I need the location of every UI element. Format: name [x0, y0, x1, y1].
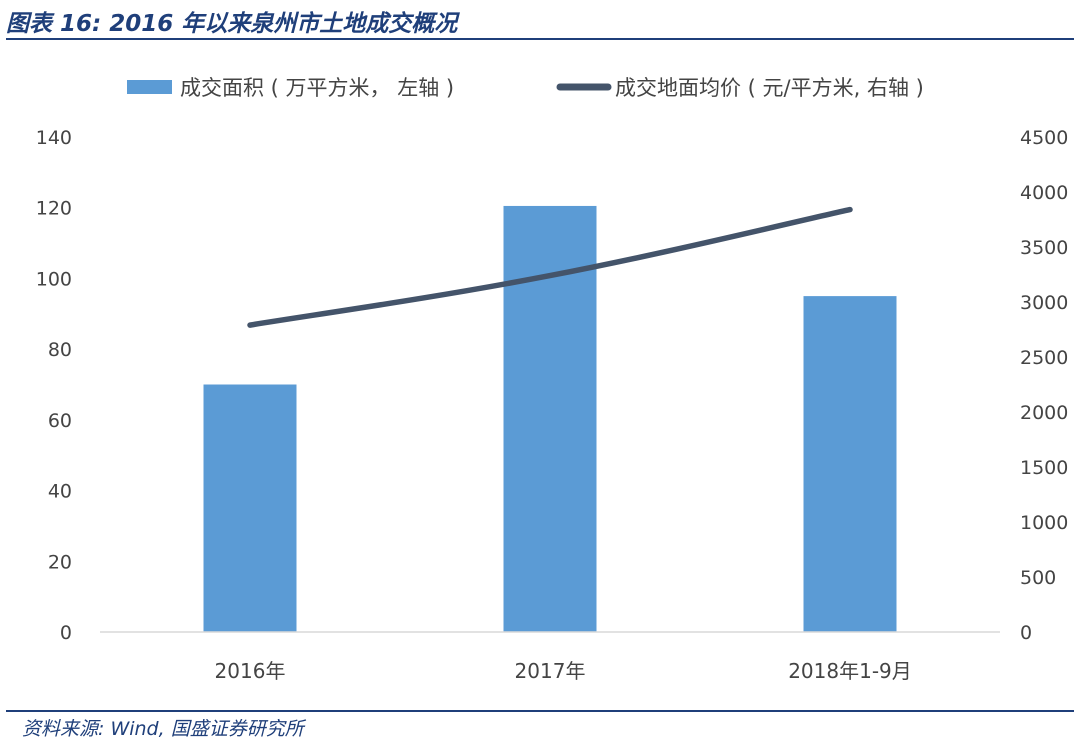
source-note: 资料来源: Wind, 国盛证券研究所: [22, 718, 304, 740]
title-divider: [6, 38, 1074, 40]
right-tick-label: 1000: [1020, 512, 1068, 534]
right-tick-label: 2500: [1020, 347, 1068, 369]
legend-label-area: 成交面积 ( 万平方米， 左轴 ): [180, 76, 454, 100]
left-tick-label: 20: [48, 551, 72, 573]
left-tick-label: 120: [36, 198, 72, 220]
x-axis-labels: 2016年 2017年 2018年1-9月: [215, 659, 912, 683]
left-tick-label: 100: [36, 268, 72, 290]
right-tick-label: 0: [1020, 622, 1032, 644]
chart: 成交面积 ( 万平方米， 左轴 ) 成交地面均价 ( 元/平方米, 右轴 ) 0…: [36, 76, 1069, 683]
right-tick-label: 4500: [1020, 127, 1068, 149]
left-tick-label: 80: [48, 339, 72, 361]
right-tick-label: 4000: [1020, 182, 1068, 204]
left-axis: 0 20 40 60 80 100 120 140: [36, 127, 72, 644]
legend-label-price: 成交地面均价 ( 元/平方米, 右轴 ): [615, 76, 924, 100]
price-line-path: [247, 206, 853, 328]
left-tick-label: 140: [36, 127, 72, 149]
left-tick-label: 0: [60, 622, 72, 644]
right-tick-label: 3000: [1020, 292, 1068, 314]
source-divider: [6, 710, 1074, 712]
x-tick-label: 2017年: [515, 659, 586, 683]
right-axis: 0 500 1000 1500 2000 2500 3000 3500 4000 4500: [1020, 127, 1068, 644]
legend: 成交面积 ( 万平方米， 左轴 ) 成交地面均价 ( 元/平方米, 右轴 ): [127, 76, 924, 100]
bar-area: [803, 296, 897, 632]
price-line: [247, 206, 853, 328]
x-tick-label: 2018年1-9月: [788, 659, 912, 683]
right-tick-label: 1500: [1020, 457, 1068, 479]
right-tick-label: 500: [1020, 567, 1056, 589]
bars: [203, 205, 897, 633]
x-tick-label: 2016年: [215, 659, 286, 683]
left-tick-label: 40: [48, 481, 72, 503]
legend-swatch-area: [127, 80, 172, 94]
page-title: 图表 16: 2016 年以来泉州市土地成交概况: [6, 11, 458, 37]
bar-area: [203, 384, 297, 632]
left-tick-label: 60: [48, 410, 72, 432]
right-tick-label: 3500: [1020, 237, 1068, 259]
right-tick-label: 2000: [1020, 402, 1068, 424]
